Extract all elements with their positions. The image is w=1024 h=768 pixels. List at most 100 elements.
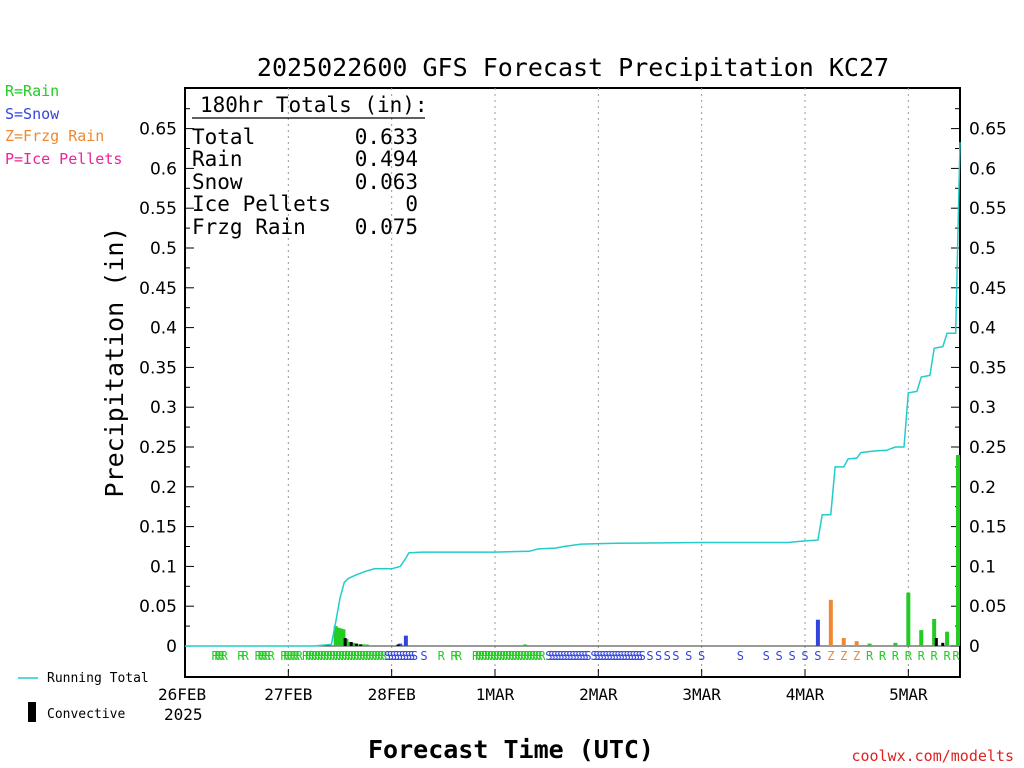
- precip-type-letter: R: [332, 649, 340, 663]
- totals-label-rain: Rain: [192, 147, 243, 171]
- legend-snow: S=Snow: [5, 105, 60, 123]
- precip-type-letter: S: [602, 649, 609, 663]
- y-tick-label: 0.35: [969, 358, 1007, 378]
- precip-type-letter: S: [590, 649, 597, 663]
- precip-type-letter: R: [866, 649, 874, 663]
- precip-type-letter: S: [584, 649, 591, 663]
- precip-type-letter: R: [529, 649, 537, 663]
- precip-bar: [336, 627, 341, 646]
- precip-type-letter: S: [390, 649, 397, 663]
- totals-label-snow: Snow: [192, 170, 243, 194]
- y-tick-label: 0.3: [969, 398, 996, 418]
- precip-type-letter: R: [931, 649, 939, 663]
- precip-bar: [815, 619, 820, 646]
- precip-type-letter: S: [672, 649, 679, 663]
- y-tick-label: 0.2: [150, 478, 177, 498]
- y-tick-label: 0.05: [139, 597, 177, 617]
- precip-type-letter: S: [605, 649, 612, 663]
- totals-label-ice-pellets: Ice Pellets: [192, 192, 331, 216]
- running-total-line: [185, 142, 961, 647]
- y-tick-label: 0.45: [969, 279, 1007, 299]
- precip-type-letter: S: [560, 649, 567, 663]
- precip-type-letter: R: [317, 649, 325, 663]
- precip-type-letter: R: [283, 649, 291, 663]
- precip-type-letter: R: [517, 649, 525, 663]
- precip-type-letter: R: [362, 649, 370, 663]
- y-tick-label: 0.05: [969, 597, 1007, 617]
- precip-type-letter: R: [344, 649, 352, 663]
- precip-type-letter: S: [399, 649, 406, 663]
- precip-type-letter: R: [481, 649, 489, 663]
- precip-type-letter: R: [292, 649, 300, 663]
- x-tick-label: 28FEB: [368, 685, 416, 704]
- precip-type-letter: S: [581, 649, 588, 663]
- precip-type-letter: S: [596, 649, 603, 663]
- precip-type-letter: R: [221, 649, 229, 663]
- precip-type-letter: S: [685, 649, 692, 663]
- precip-bar: [828, 599, 833, 646]
- precip-type-letter: S: [599, 649, 606, 663]
- precip-bar: [398, 643, 403, 646]
- y-axis-left: 0 0.05 0.1 0.15 0.2 0.25 0.3 0.35 0.4 0.45 0.5 0.55…: [139, 108, 194, 657]
- precip-type-letter: R: [377, 649, 385, 663]
- precip-type-letter: R: [237, 649, 245, 663]
- totals-label-total: Total: [192, 125, 255, 149]
- precip-bar: [854, 641, 859, 646]
- precip-type-letter: R: [535, 649, 543, 663]
- x-tick-label: 26FEB: [158, 685, 206, 704]
- plot-frame: [184, 87, 961, 678]
- precip-type-letter: S: [627, 649, 634, 663]
- precip-type-letter: R: [380, 649, 388, 663]
- y-tick-label: 0.15: [139, 518, 177, 538]
- x-tick-label: 2MAR: [579, 685, 618, 704]
- precip-type-letter: R: [308, 649, 316, 663]
- totals-label-frzg-rain: Frzg Rain: [192, 215, 306, 239]
- precip-bar: [906, 592, 911, 646]
- precip-type-letter: S: [396, 649, 403, 663]
- precip-bar: [341, 629, 346, 646]
- precip-type-letter: S: [655, 649, 662, 663]
- precip-type-letter: R: [359, 649, 367, 663]
- y-axis-right: 0 0.05 0.1 0.15 0.2 0.25 0.3 0.35 0.4 0.45 0.5 0.55…: [951, 108, 1007, 657]
- precip-type-letter: R: [258, 649, 266, 663]
- y-tick-label: 0.55: [139, 199, 177, 219]
- precip-type-letter: R: [305, 649, 313, 663]
- y-tick-label: 0.55: [969, 199, 1007, 219]
- precip-type-letter: R: [520, 649, 528, 663]
- precip-type-letter: R: [505, 649, 513, 663]
- precip-bar: [364, 644, 369, 646]
- y-tick-label: 0.25: [969, 438, 1007, 458]
- precip-type-letter: R: [532, 649, 540, 663]
- y-tick-label: 0.3: [150, 398, 177, 418]
- precip-type-letter: S: [557, 649, 564, 663]
- y-tick-label: 0: [166, 637, 177, 657]
- precip-type-letter: R: [514, 649, 522, 663]
- credit-text: coolwx.com/modelts: [851, 747, 1014, 765]
- convective-bar: [349, 642, 353, 646]
- x-axis: 26FEB 27FEB 28FEB 1MAR 2MAR 3MAR 4MAR 5MAR: [158, 669, 928, 704]
- precip-type-letter: S: [402, 649, 409, 663]
- precip-type-letter: R: [538, 649, 546, 663]
- precip-type-letter: R: [335, 649, 343, 663]
- precip-type-letter: S: [639, 649, 646, 663]
- precip-type-letter: R: [267, 649, 275, 663]
- precip-type-letter: S: [646, 649, 653, 663]
- totals-value-ice-pellets: 0: [405, 192, 418, 216]
- precip-bar: [368, 645, 373, 646]
- precip-type-letter: R: [326, 649, 334, 663]
- precip-type-letter: Z: [827, 649, 834, 663]
- series-legend: Running Total Convective: [18, 671, 149, 722]
- legend-rain: R=Rain: [5, 82, 59, 100]
- precip-type-letter: S: [575, 649, 582, 663]
- precip-type-letter: S: [633, 649, 640, 663]
- convective-bar: [396, 644, 400, 646]
- convective-bar: [343, 638, 347, 646]
- precip-type-letter: R: [484, 649, 492, 663]
- precip-type-letter: R: [472, 649, 480, 663]
- precip-type-letter: R: [212, 649, 220, 663]
- precip-type-letter: S: [566, 649, 573, 663]
- precip-bar: [333, 626, 338, 646]
- x-tick-label: 1MAR: [476, 685, 515, 704]
- precip-type-letter: R: [496, 649, 504, 663]
- precip-type-letter: R: [450, 649, 458, 663]
